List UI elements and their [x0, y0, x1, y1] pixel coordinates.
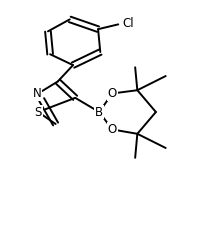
Text: Cl: Cl — [122, 17, 134, 30]
Text: O: O — [108, 87, 117, 100]
Text: B: B — [95, 105, 103, 119]
Text: N: N — [33, 87, 41, 100]
Text: S: S — [34, 105, 42, 119]
Text: O: O — [108, 123, 117, 136]
